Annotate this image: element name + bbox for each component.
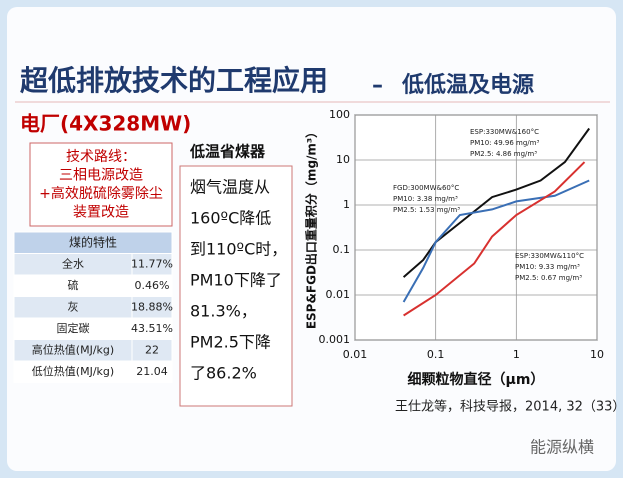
note-line: 160ºC降低 xyxy=(190,209,271,228)
table-cell: 全水 xyxy=(62,256,84,270)
title-dash: – xyxy=(372,73,383,98)
x-tick-label: 0.01 xyxy=(343,348,368,361)
table-header: 煤的特性 xyxy=(69,234,117,249)
table-cell: 21.04 xyxy=(136,365,168,378)
note-line: 到110ºC时， xyxy=(190,240,287,259)
chart: 0.01 0.1 1 10 0.001 0.01 0.1 1 10 100 细颗粒物直径（μm） ES… xyxy=(304,108,605,388)
series-annotation: PM2.5: 0.67 mg/m³ xyxy=(515,274,582,282)
table-cell: 0.46% xyxy=(135,279,170,292)
x-tick-label: 0.1 xyxy=(427,348,445,361)
table-cell: 硫 xyxy=(68,278,79,292)
note-line: 81.3%， xyxy=(190,302,257,321)
citation: 王仕龙等，科技导报，2014, 32（33）23 xyxy=(395,399,623,415)
y-tick-label: 1 xyxy=(343,198,350,211)
series-name: FGD:300MW&60°C xyxy=(393,184,459,192)
plot-area xyxy=(354,114,598,341)
note-line: 烟气温度从 xyxy=(190,178,270,197)
slide-title: 超低排放技术的工程应用 xyxy=(20,64,328,97)
series-name: ESP:330MW&160°C xyxy=(470,128,539,136)
series-annotation: PM10: 9.33 mg/m³ xyxy=(515,263,580,271)
series-line xyxy=(402,179,590,303)
series-annotation: PM2.5: 1.53 mg/m³ xyxy=(393,206,460,214)
table-cell: 43.51% xyxy=(131,322,173,335)
route-line: 技术路线： xyxy=(66,149,136,165)
series-line xyxy=(403,161,586,317)
note-line: PM10下降了 xyxy=(190,271,282,290)
series-annotation: PM10: 49.96 mg/m³ xyxy=(470,139,539,147)
watermark: 能源纵横 xyxy=(530,438,594,457)
series-name: ESP:330MW&110°C xyxy=(515,252,584,260)
note-line: 了86.2% xyxy=(190,364,257,383)
series-line xyxy=(402,127,591,278)
x-tick-label: 1 xyxy=(513,348,520,361)
y-tick-label: 0.1 xyxy=(333,243,351,256)
economizer-label: 低温省煤器 xyxy=(189,143,266,161)
table-cell: 高位热值(MJ/kg) xyxy=(32,342,114,356)
plant-label: 电厂(4X328MW) xyxy=(20,112,191,136)
table-cell: 固定碳 xyxy=(57,321,90,335)
route-line: 装置改造 xyxy=(73,205,129,221)
x-axis-label: 细颗粒物直径（μm） xyxy=(408,371,545,388)
series-annotation: PM10: 3.38 mg/m³ xyxy=(393,195,458,203)
route-line: +高效脱硫除雾除尘 xyxy=(39,185,163,202)
y-tick-label: 0.01 xyxy=(326,288,351,301)
series-annotation: PM2.5: 4.86 mg/m³ xyxy=(470,150,537,158)
y-tick-label: 0.001 xyxy=(319,333,351,346)
note-line: PM2.5下降 xyxy=(190,333,271,352)
y-tick-label: 10 xyxy=(336,153,350,166)
x-tick-label: 10 xyxy=(590,348,604,361)
route-line: 三相电源改造 xyxy=(59,168,143,184)
y-tick-label: 100 xyxy=(329,108,350,121)
table-cell: 灰 xyxy=(68,299,79,313)
slide-subtitle: 低低温及电源 xyxy=(401,73,534,98)
y-axis-label: ESP&FGD出口重量积分（mg/m³） xyxy=(304,126,319,329)
table-cell: 11.77% xyxy=(131,257,173,270)
table-cell: 18.88% xyxy=(131,300,173,313)
note-box xyxy=(179,165,293,407)
route-box xyxy=(29,142,173,227)
table-cell: 低位热值(MJ/kg) xyxy=(32,364,114,378)
table-cell: 22 xyxy=(145,343,159,356)
